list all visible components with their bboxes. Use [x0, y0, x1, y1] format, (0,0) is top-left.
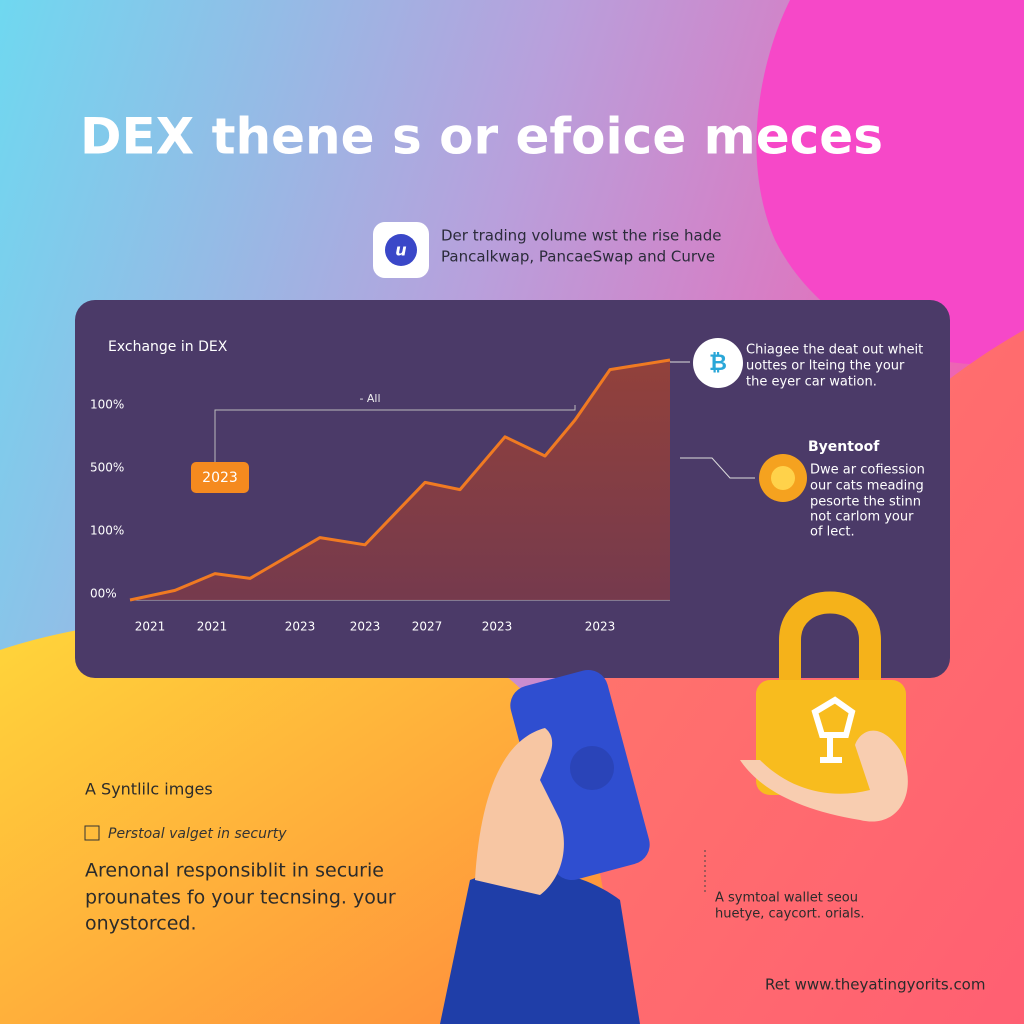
side-note: uottes or lteing the your	[746, 359, 905, 374]
blob	[756, 0, 1024, 365]
badge-icon-text: u	[395, 241, 406, 260]
caption: A Syntlilc imges	[85, 780, 213, 799]
phone-button	[570, 746, 614, 790]
x-tick-label: 2021	[135, 620, 166, 634]
coin-icon: ₿	[709, 351, 727, 376]
callout: 2023	[202, 470, 238, 486]
line	[129, 358, 671, 602]
note: A symtoal wallet seou	[715, 891, 858, 906]
note: huetye, caycort. orials.	[715, 907, 865, 922]
lock-icon	[811, 696, 856, 763]
lock-shackle	[779, 591, 881, 690]
hand	[475, 728, 564, 895]
side-note: the eyer car wation.	[746, 375, 877, 390]
coin-icon	[693, 338, 743, 388]
paragraph: Arenonal responsiblit in securie	[85, 860, 384, 882]
side-heading: Byentoof	[808, 439, 880, 455]
checkbox-icon	[84, 825, 100, 841]
chart-title: Exchange in DEX	[108, 339, 228, 355]
badge-icon	[385, 234, 417, 266]
badge-text: Pancalkwap, PancaeSwap and Curve	[441, 248, 715, 266]
side-note: pesorte the stinn	[810, 495, 921, 510]
side-note: our cats meading	[810, 479, 924, 494]
annotation: - All	[359, 392, 380, 405]
x-tick-label: 2023	[482, 620, 513, 634]
coin-icon	[771, 466, 795, 490]
connector	[680, 457, 755, 479]
side-note: Chiagee the deat out wheit	[746, 343, 923, 358]
callout-box	[191, 462, 249, 493]
subcaption: Perstoal valget in securty	[108, 826, 287, 842]
footer: Ret www.theyatingyorits.com	[765, 976, 985, 994]
paragraph: onystorced.	[85, 913, 197, 935]
area	[130, 360, 670, 600]
hand	[740, 730, 908, 822]
x-tick-label: 2023	[350, 620, 381, 634]
y-tick-label: 500%	[90, 461, 124, 475]
x-tick-label: 2023	[285, 620, 316, 634]
x-tick-label: 2023	[585, 620, 616, 634]
y-tick-label: 00%	[90, 587, 117, 601]
title: DEX thene s or efoice meces	[80, 108, 883, 166]
x-tick-label: 2021	[197, 620, 228, 634]
badge-text: Der trading volume wst the rise hade	[441, 227, 722, 245]
sleeve	[440, 869, 640, 1024]
y-tick-label: 100%	[90, 524, 124, 538]
paragraph: prounates fo your tecnsing. your	[85, 887, 396, 909]
side-note: not carlom your	[810, 510, 914, 525]
plot: 100% 500% 100% 00% 2021 2021 2023 2023 2027 2023 2…	[90, 358, 671, 634]
annotation-line	[214, 405, 576, 462]
y-tick-label: 100%	[90, 398, 124, 412]
side-note: Dwe ar cofiession	[810, 463, 925, 478]
x-tick-label: 2027	[412, 620, 443, 634]
side-note: of lect.	[810, 525, 855, 540]
